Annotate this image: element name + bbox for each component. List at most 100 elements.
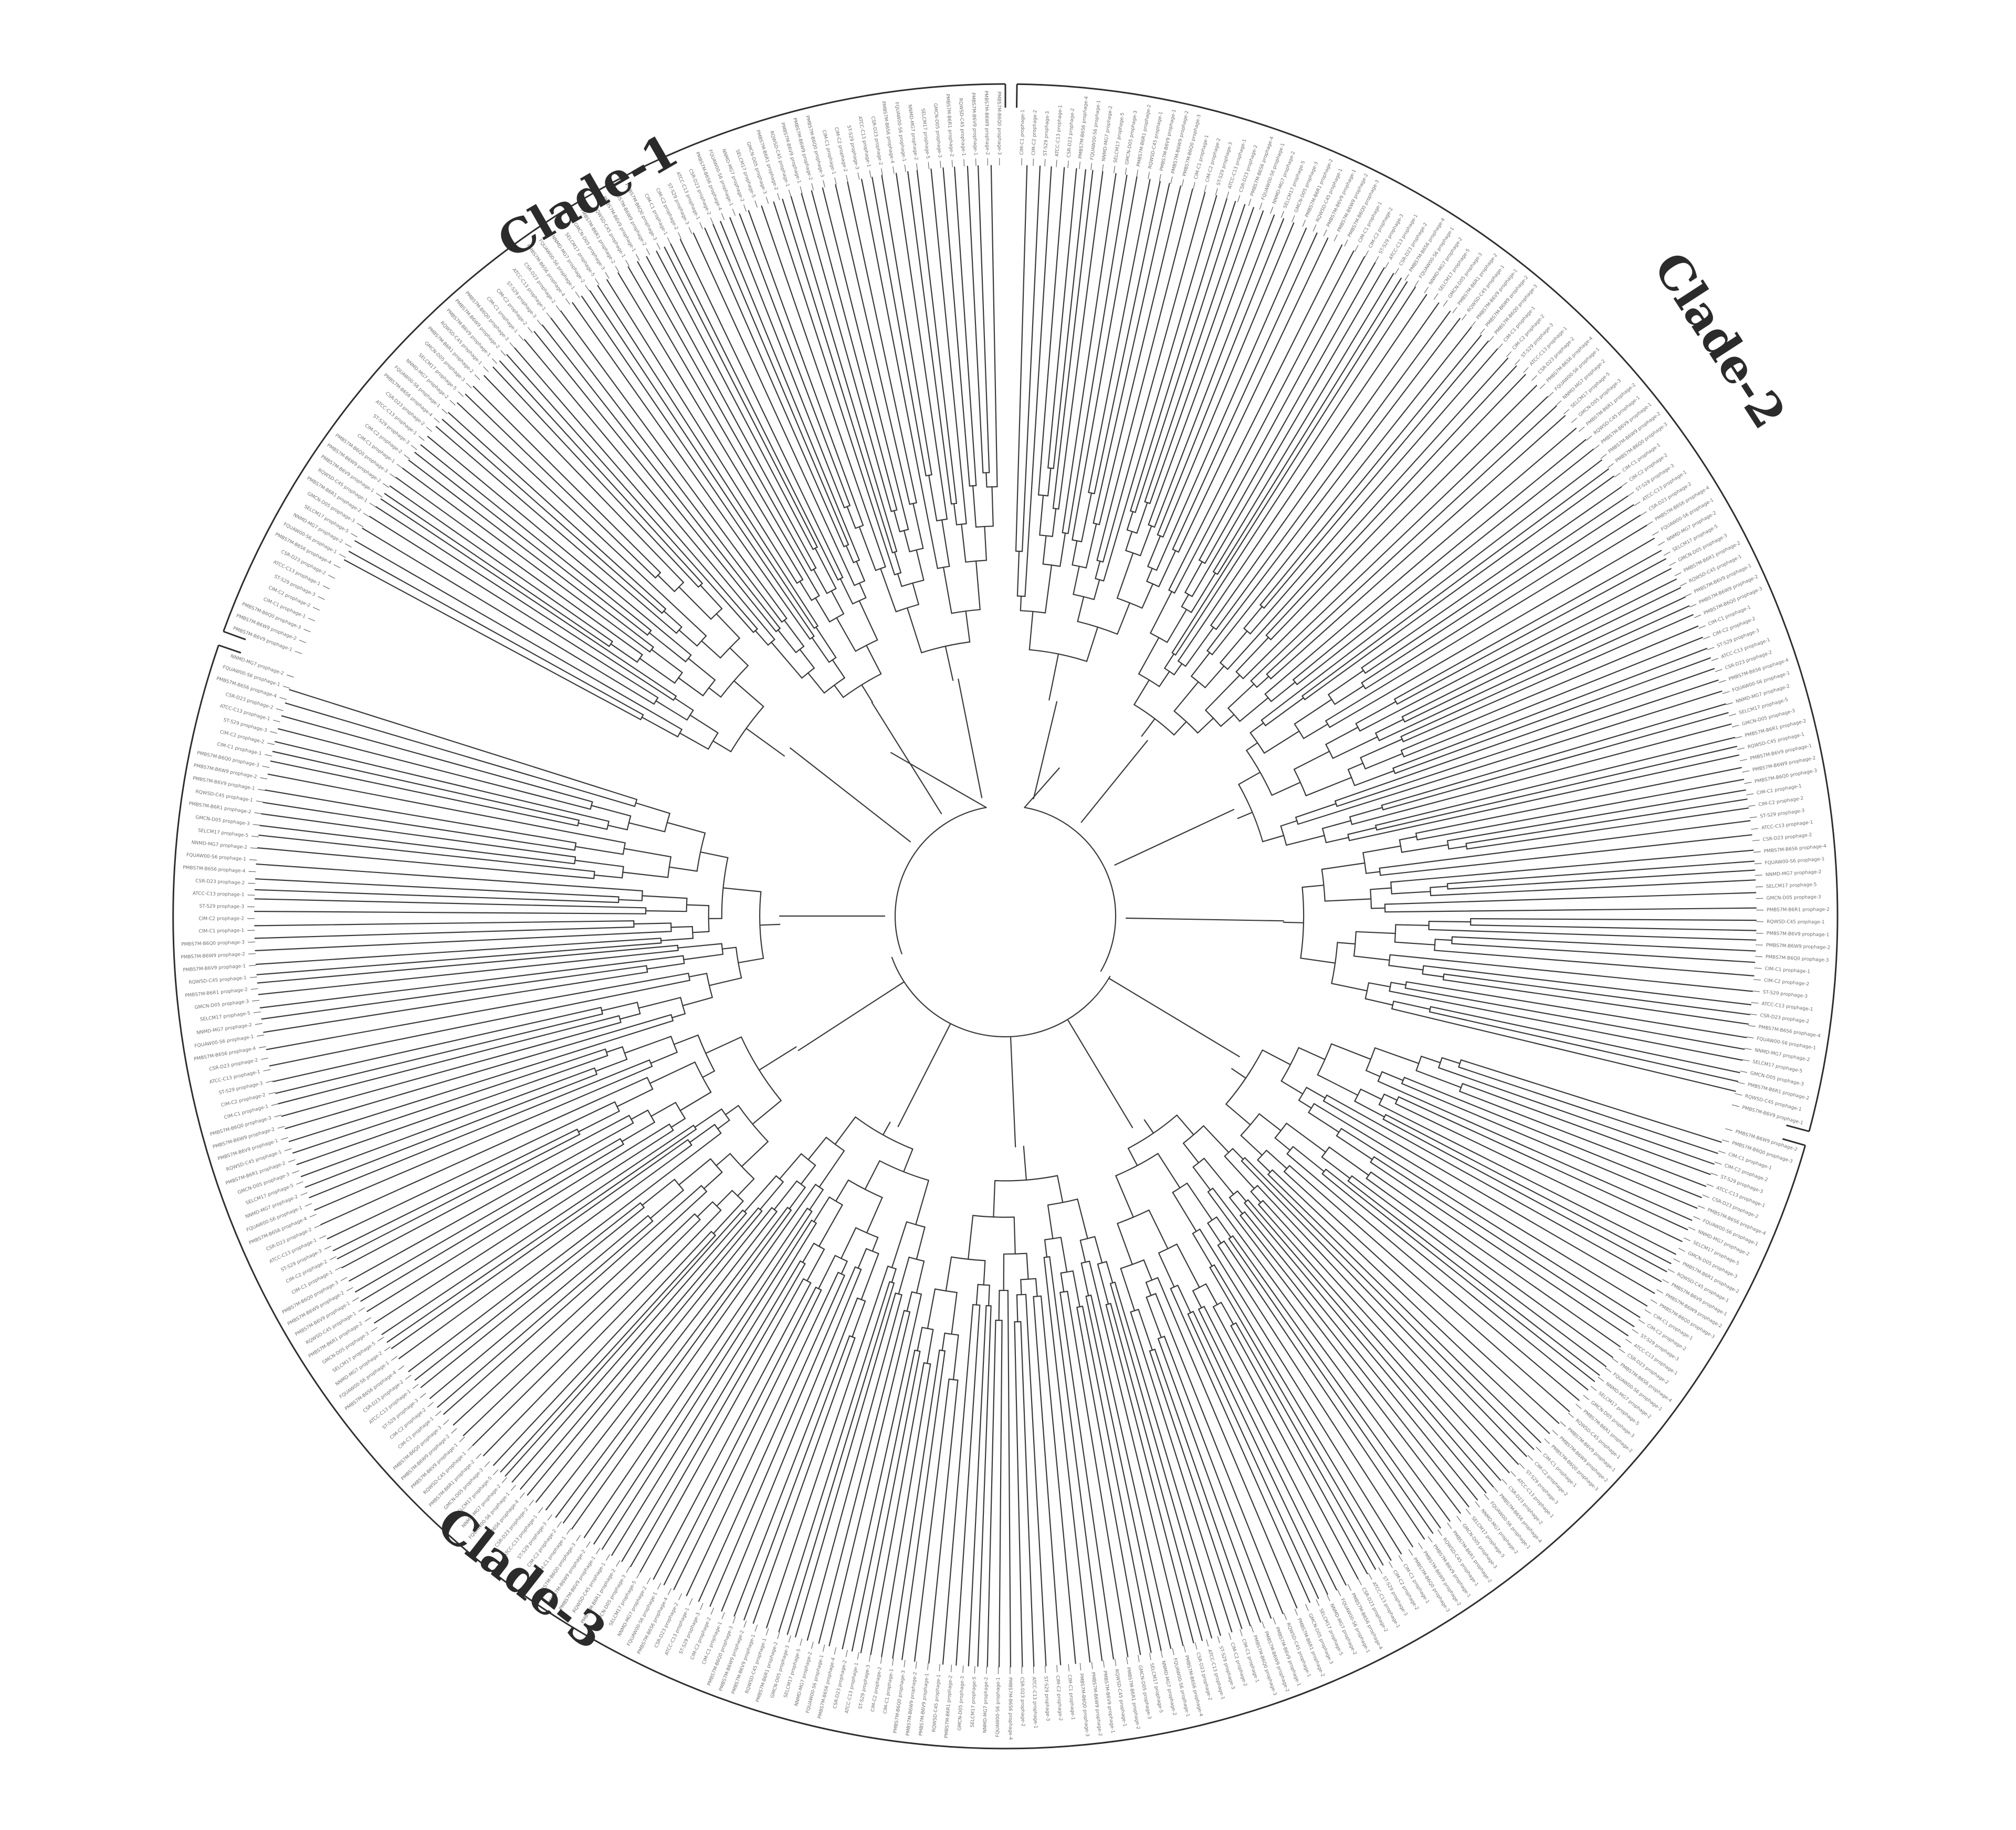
tip-label: ST-S29 prophage-3 [1381,1575,1408,1617]
tip-label: PMBS7M-B6Q0 prophage-3 [893,1670,907,1733]
tip-label: PMBS7M-B6V9 prophage-1 [183,964,246,973]
tip-label: CIM-C1 prophage-1 [216,742,262,756]
tip-label: NNMD-MG7 prophage-2 [1766,869,1822,878]
tip-label: CIM-C2 prophage-2 [1629,453,1669,483]
tip-label: GMCN-D05 prophage-3 [194,999,249,1011]
clade-3-label: Clade-3 [427,1496,616,1660]
tip-label: CSR-D23 prophage-2 [195,879,245,886]
tip-label: CIM-C2 prophage-2 [1055,1675,1063,1721]
tip-label: PMBS7M-B6W9 prophage-2 [906,1671,918,1736]
tip-label: RQWSD-C45 prophage-1 [1285,1622,1311,1678]
tip-label: GMCN-D05 prophage-3 [957,1676,965,1731]
tip-label: GMCN-D05 prophage-3 [1687,1251,1738,1280]
tip-label: PMBS7M-B6W9 prophage-2 [1090,1672,1102,1737]
tip-label: SELCM17 prophage-5 [1752,1059,1803,1074]
tip-label: RQWSD-C45 prophage-1 [195,790,254,804]
tip-label: RQWSD-C45 prophage-1 [188,975,247,985]
tip-label: PMBS7M-B6R1 prophage-2 [188,801,251,815]
tip-label: CSR-D23 prophage-2 [654,1602,680,1648]
tip-label: CIM-C1 prophage-1 [883,1668,895,1714]
tip-label: ATCC-C13 prophage-1 [664,1607,690,1656]
tip-label: PMBS7M-B6V9 prophage-1 [192,776,255,792]
tip-label: SELCM17 prophage-5 [970,1677,978,1728]
clade-brackets [172,83,1839,1750]
tip-label: PMBS7M-B6V9 prophage-1 [1102,1670,1116,1733]
tip-label: NNMD-MG7 prophage-2 [1329,1603,1358,1656]
tip-label: CSR-D23 prophage-2 [1760,1013,1810,1025]
tip-label: PMBS7M-B6Q0 prophage-3 [1766,954,1829,963]
tip-label: PMBS7M-B6V9 prophage-1 [232,626,293,653]
tip-label: ATCC-C13 prophage-1 [193,891,245,898]
tip-label: PMBS7M-B6V9 prophage-1 [1274,1626,1301,1687]
tip-label: PMBS7M-B6S6 prophage-4 [1007,1677,1013,1740]
tip-label: SELCM17 prophage-5 [200,1011,250,1023]
tip-label: GMCN-D05 prophage-3 [1137,1665,1152,1719]
tip-label: FQUAW00-S6 prophage-1 [995,1677,1001,1737]
tip-label: CSR-D23 prophage-2 [209,1058,258,1072]
tip-label: ST-S29 prophage-3 [218,1081,264,1096]
tip-label: NNMD-MG7 prophage-2 [191,840,247,850]
tip-label: CIM-C2 prophage-2 [389,1407,427,1441]
tip-label: PMBS7M-B6R1 prophage-2 [944,94,954,157]
tip-label: CSR-D23 prophage-2 [1762,833,1812,843]
tip-label: CIM-C1 prophage-1 [1652,1313,1694,1341]
tip-label: SELCM17 prophage-5 [1766,882,1817,890]
tip-label: ST-S29 prophage-3 [846,125,859,170]
tip-label: CIM-C2 prophage-2 [363,423,403,455]
tip-label: CIM-C2 prophage-2 [1533,1461,1569,1497]
tip-label: CSR-D23 prophage-2 [833,1660,848,1709]
tip-label: ATCC-C13 prophage-1 [1761,820,1813,831]
tip-label: PMBS7M-B6V9 prophage-1 [918,1673,930,1736]
tip-label: FQUAW00-S6 prophage-1 [707,149,733,207]
tip-label: CSR-D23 prophage-2 [1066,108,1076,158]
tip-label: GMCN-D05 prophage-3 [1125,110,1139,165]
clade-2-label: Clade-2 [1643,243,1797,438]
tip-label: CIM-C1 prophage-1 [821,130,836,175]
tip-label: RQWSD-C45 prophage-1 [958,98,966,156]
tip-label: FQUAW00-S6 prophage-1 [194,1034,254,1049]
tip-label: CIM-C2 prophage-2 [495,288,528,327]
tip-label: CIM-C2 prophage-2 [198,916,244,921]
tip-label: CIM-C1 prophage-1 [485,296,518,334]
tip-label: PMBS7M-B6W9 prophage-2 [181,952,245,960]
tip-label: GMCN-D05 prophage-3 [195,815,250,827]
tip-label: SELCM17 prophage-5 [1149,1663,1163,1713]
tip-label: CSR-D23 prophage-2 [1360,1587,1388,1633]
tip-label: CIM-C1 prophage-1 [1541,1453,1577,1488]
tip-label: ST-S29 prophage-3 [1762,990,1808,999]
tip-label: ST-S29 prophage-3 [382,1398,419,1431]
tip-label: ST-S29 prophage-3 [1635,463,1675,492]
tip-label: ATCC-C13 prophage-1 [272,560,321,587]
tip-label: CSR-D23 prophage-2 [1399,222,1429,267]
tip-label: PMBS7M-B6R1 prophage-2 [1125,1667,1140,1730]
tip-label: RQWSD-C45 prophage-1 [1114,1669,1127,1727]
tip-label: ATCC-C13 prophage-1 [857,116,872,168]
tip-label: GMCN-D05 prophage-3 [1766,895,1821,901]
tip-label: PMBS7M-B6Q0 prophage-3 [1078,1673,1090,1737]
tip-label: RQWSD-C45 prophage-1 [1767,919,1825,925]
tip-label: FQUAW00-S6 prophage-1 [186,853,247,862]
tip-label: CIM-C1 prophage-1 [1066,1675,1075,1720]
tip-label: PMBS7M-B6S6 prophage-4 [183,865,246,874]
tip-label: ST-S29 prophage-3 [1525,1469,1559,1506]
tip-label: CSR-D23 prophage-2 [870,116,883,166]
tip-label: CIM-C1 prophage-1 [1402,1563,1430,1605]
tip-label: ST-S29 prophage-3 [199,904,244,910]
tip-label: PMBS7M-B6Q0 prophage-3 [1252,1635,1277,1696]
tip-label: SELCM17 prophage-5 [1318,1608,1343,1656]
tip-label: NNMD-MG7 prophage-2 [1101,106,1114,162]
tip-label: SELCM17 prophage-5 [1113,112,1126,163]
tip-label: NNMD-MG7 prophage-2 [983,1677,990,1733]
tip-label: ATCC-C13 prophage-1 [269,1238,318,1265]
tip-label: CIM-C1 prophage-1 [1622,443,1662,474]
tip-label: CIM-C1 prophage-1 [199,928,245,934]
tip-label: PMBS7M-B6W9 prophage-2 [718,1629,746,1692]
tip-label: PMBS7M-B6W9 prophage-2 [1263,1631,1290,1693]
tip-label: ST-S29 prophage-3 [372,414,410,446]
tip-label: FQUAW00-S6 prophage-1 [894,102,907,162]
tip-label: PMBS7M-B6V9 prophage-1 [970,92,978,155]
tip-label: PMBS7M-B6Q0 prophage-3 [181,940,245,948]
tip-label: PMBS7M-B6Q0 prophage-3 [996,91,1002,155]
tip-label: CIM-C1 prophage-1 [356,433,396,465]
